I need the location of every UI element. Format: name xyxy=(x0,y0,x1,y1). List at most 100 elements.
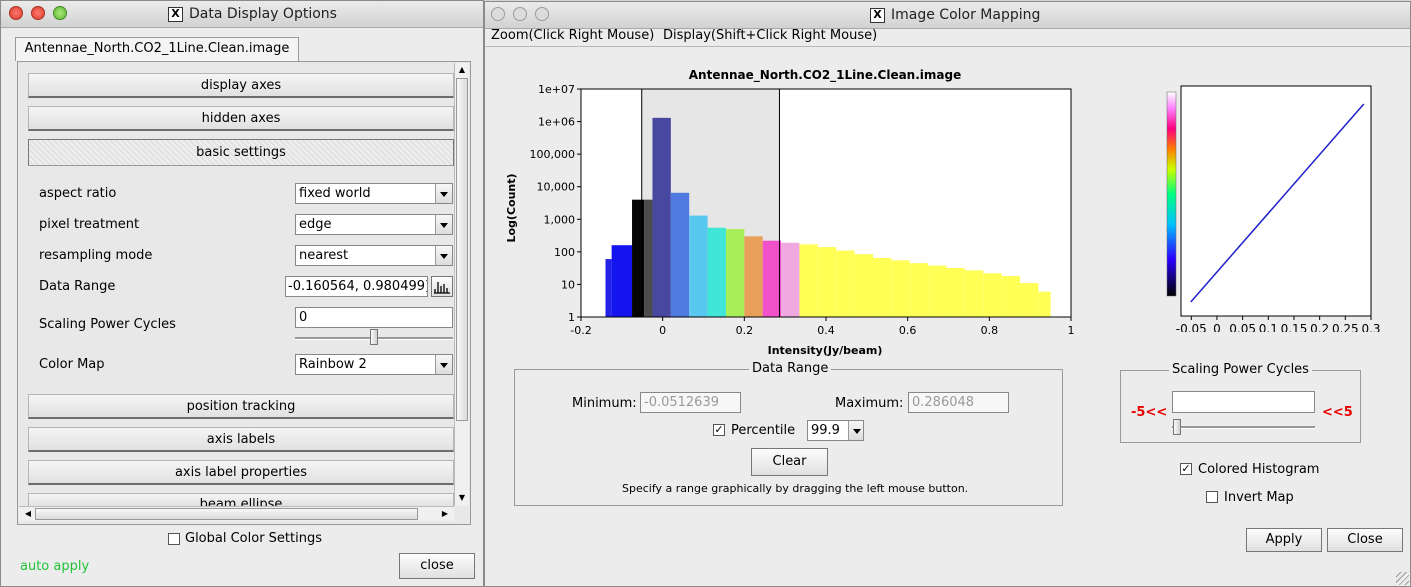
x-tick-label: -0.05 xyxy=(1176,322,1207,332)
histogram-bar xyxy=(1019,283,1039,317)
histogram-bar xyxy=(964,270,984,317)
y-tick-label: 1e+07 xyxy=(538,83,575,96)
y-tick-label: 1 xyxy=(568,311,575,324)
x-tick-label: 0.2 xyxy=(1310,322,1329,332)
histogram-bar xyxy=(928,265,947,317)
x-tick-label: 0.1 xyxy=(1259,322,1278,332)
axis-labels-section[interactable]: axis labels xyxy=(28,427,454,452)
percentile-select[interactable]: 99.9 xyxy=(807,420,864,441)
scaling-slider-thumb[interactable] xyxy=(1173,419,1181,435)
invert-map-checkbox[interactable] xyxy=(1206,491,1218,503)
x-tick-label: 0.2 xyxy=(736,324,754,337)
x-tick-label: 0.3 xyxy=(1361,322,1380,332)
minimum-field[interactable]: -0.0512639 xyxy=(640,392,741,413)
maximum-field[interactable]: 0.286048 xyxy=(908,392,1009,413)
aspect-ratio-value: fixed world xyxy=(299,186,371,201)
scaling-power-cycles-input[interactable] xyxy=(1172,391,1315,413)
title-bar[interactable]: X Image Color Mapping xyxy=(485,2,1410,29)
histogram-bar xyxy=(652,117,671,317)
image-tab[interactable]: Antennae_North.CO2_1Line.Clean.image xyxy=(15,37,299,61)
menu-divider xyxy=(485,46,1410,47)
close-window-icon[interactable] xyxy=(491,7,505,21)
minimize-window-icon[interactable] xyxy=(513,7,527,21)
x-tick-label: 0.05 xyxy=(1229,322,1256,332)
x-tick-label: 1 xyxy=(1068,324,1075,337)
scaling-power-cycles-field[interactable]: 0 xyxy=(295,307,453,328)
histogram-bar xyxy=(725,229,745,317)
histogram-bar xyxy=(632,199,645,317)
histogram-bar xyxy=(946,267,965,317)
clear-button[interactable]: Clear xyxy=(751,448,828,476)
data-range-legend: Data Range xyxy=(749,361,832,376)
colorbar xyxy=(1166,91,1177,297)
pixel-treatment-select[interactable]: edge xyxy=(295,214,453,235)
minimize-window-icon[interactable] xyxy=(31,6,45,20)
histogram-bar xyxy=(707,227,726,317)
scroll-left-icon[interactable]: ◀ xyxy=(24,509,32,518)
image-color-mapping-window: X Image Color Mapping Zoom(Click Right M… xyxy=(484,1,1411,587)
x-tick-label: 0 xyxy=(659,324,666,337)
beam-ellipse-section[interactable]: beam ellipse xyxy=(28,493,454,506)
data-display-options-window: X Data Display Options Antennae_North.CO… xyxy=(0,0,484,587)
histogram-bar xyxy=(744,236,763,317)
histogram-bar xyxy=(891,260,910,317)
zoom-window-icon[interactable] xyxy=(535,7,549,21)
color-transfer-chart[interactable]: -0.05 0 0.05 0.1 0.15 0.2 0.25 0.3 xyxy=(1161,82,1381,332)
resampling-mode-select[interactable]: nearest xyxy=(295,245,453,266)
scaling-slider-thumb[interactable] xyxy=(370,329,378,345)
scaling-min-label: -5<< xyxy=(1131,405,1168,420)
resize-grip-icon[interactable] xyxy=(1396,572,1409,585)
hidden-axes-section[interactable]: hidden axes xyxy=(28,106,454,131)
color-map-label: Color Map xyxy=(39,357,105,372)
axis-label-properties-section[interactable]: axis label properties xyxy=(28,460,454,485)
histogram-chart[interactable]: Antennae_North.CO2_1Line.Clean.image Log… xyxy=(501,62,1081,362)
data-range-field[interactable]: -0.160564, 0.980499] xyxy=(285,276,428,297)
histogram-bar xyxy=(909,263,929,317)
scroll-up-icon[interactable]: ▲ xyxy=(458,65,466,74)
percentile-label: Percentile xyxy=(731,423,796,438)
zoom-window-icon[interactable] xyxy=(53,6,67,20)
scrollbar-thumb[interactable] xyxy=(456,78,468,421)
aspect-ratio-select[interactable]: fixed world xyxy=(295,183,453,204)
horizontal-scrollbar[interactable]: ◀ ▶ xyxy=(19,506,454,521)
display-menu[interactable]: Display(Shift+Click Right Mouse) xyxy=(663,28,878,43)
histogram-bar xyxy=(983,273,1002,317)
aspect-ratio-label: aspect ratio xyxy=(39,186,117,201)
histogram-bar xyxy=(689,215,708,317)
x-tick-label: -0.2 xyxy=(570,324,591,337)
scroll-down-icon[interactable]: ▼ xyxy=(458,493,466,502)
display-axes-section[interactable]: display axes xyxy=(28,73,454,98)
vertical-scrollbar[interactable]: ▲ ▼ xyxy=(454,63,469,506)
histogram-bar xyxy=(817,247,837,317)
histogram-button[interactable] xyxy=(431,276,453,297)
y-axis-label: Log(Count) xyxy=(505,173,518,242)
resampling-mode-label: resampling mode xyxy=(39,248,153,263)
x-tick-label: 0.8 xyxy=(981,324,999,337)
global-color-settings-checkbox[interactable] xyxy=(168,533,180,545)
x-axis-label: Intensity(Jy/beam) xyxy=(768,344,883,357)
close-window-icon[interactable] xyxy=(9,6,23,20)
close-button[interactable]: Close xyxy=(1327,528,1403,552)
x-tick-label: 0.15 xyxy=(1281,322,1308,332)
resampling-mode-value: nearest xyxy=(299,248,349,263)
x-tick-label: 0.25 xyxy=(1332,322,1359,332)
color-map-select[interactable]: Rainbow 2 xyxy=(295,354,453,375)
scroll-right-icon[interactable]: ▶ xyxy=(441,509,449,518)
chevron-down-icon xyxy=(435,355,452,374)
auto-apply-label: auto apply xyxy=(20,559,90,574)
percentile-value: 99.9 xyxy=(811,423,840,438)
apply-button[interactable]: Apply xyxy=(1246,528,1322,552)
percentile-checkbox[interactable]: ✓ xyxy=(713,423,725,436)
histogram-bar xyxy=(872,257,892,317)
horizontal-scrollbar-thumb[interactable] xyxy=(35,508,418,520)
scaling-slider-track xyxy=(1172,426,1315,429)
basic-settings-section[interactable]: basic settings xyxy=(28,139,454,166)
colored-histogram-checkbox[interactable]: ✓ xyxy=(1180,462,1192,475)
close-button[interactable]: close xyxy=(399,553,475,579)
pixel-treatment-value: edge xyxy=(299,217,332,232)
histogram-bar xyxy=(611,245,633,317)
title-bar[interactable]: X Data Display Options xyxy=(1,1,483,28)
invert-map-label: Invert Map xyxy=(1224,490,1294,505)
zoom-menu[interactable]: Zoom(Click Right Mouse) xyxy=(491,28,655,43)
position-tracking-section[interactable]: position tracking xyxy=(28,394,454,419)
